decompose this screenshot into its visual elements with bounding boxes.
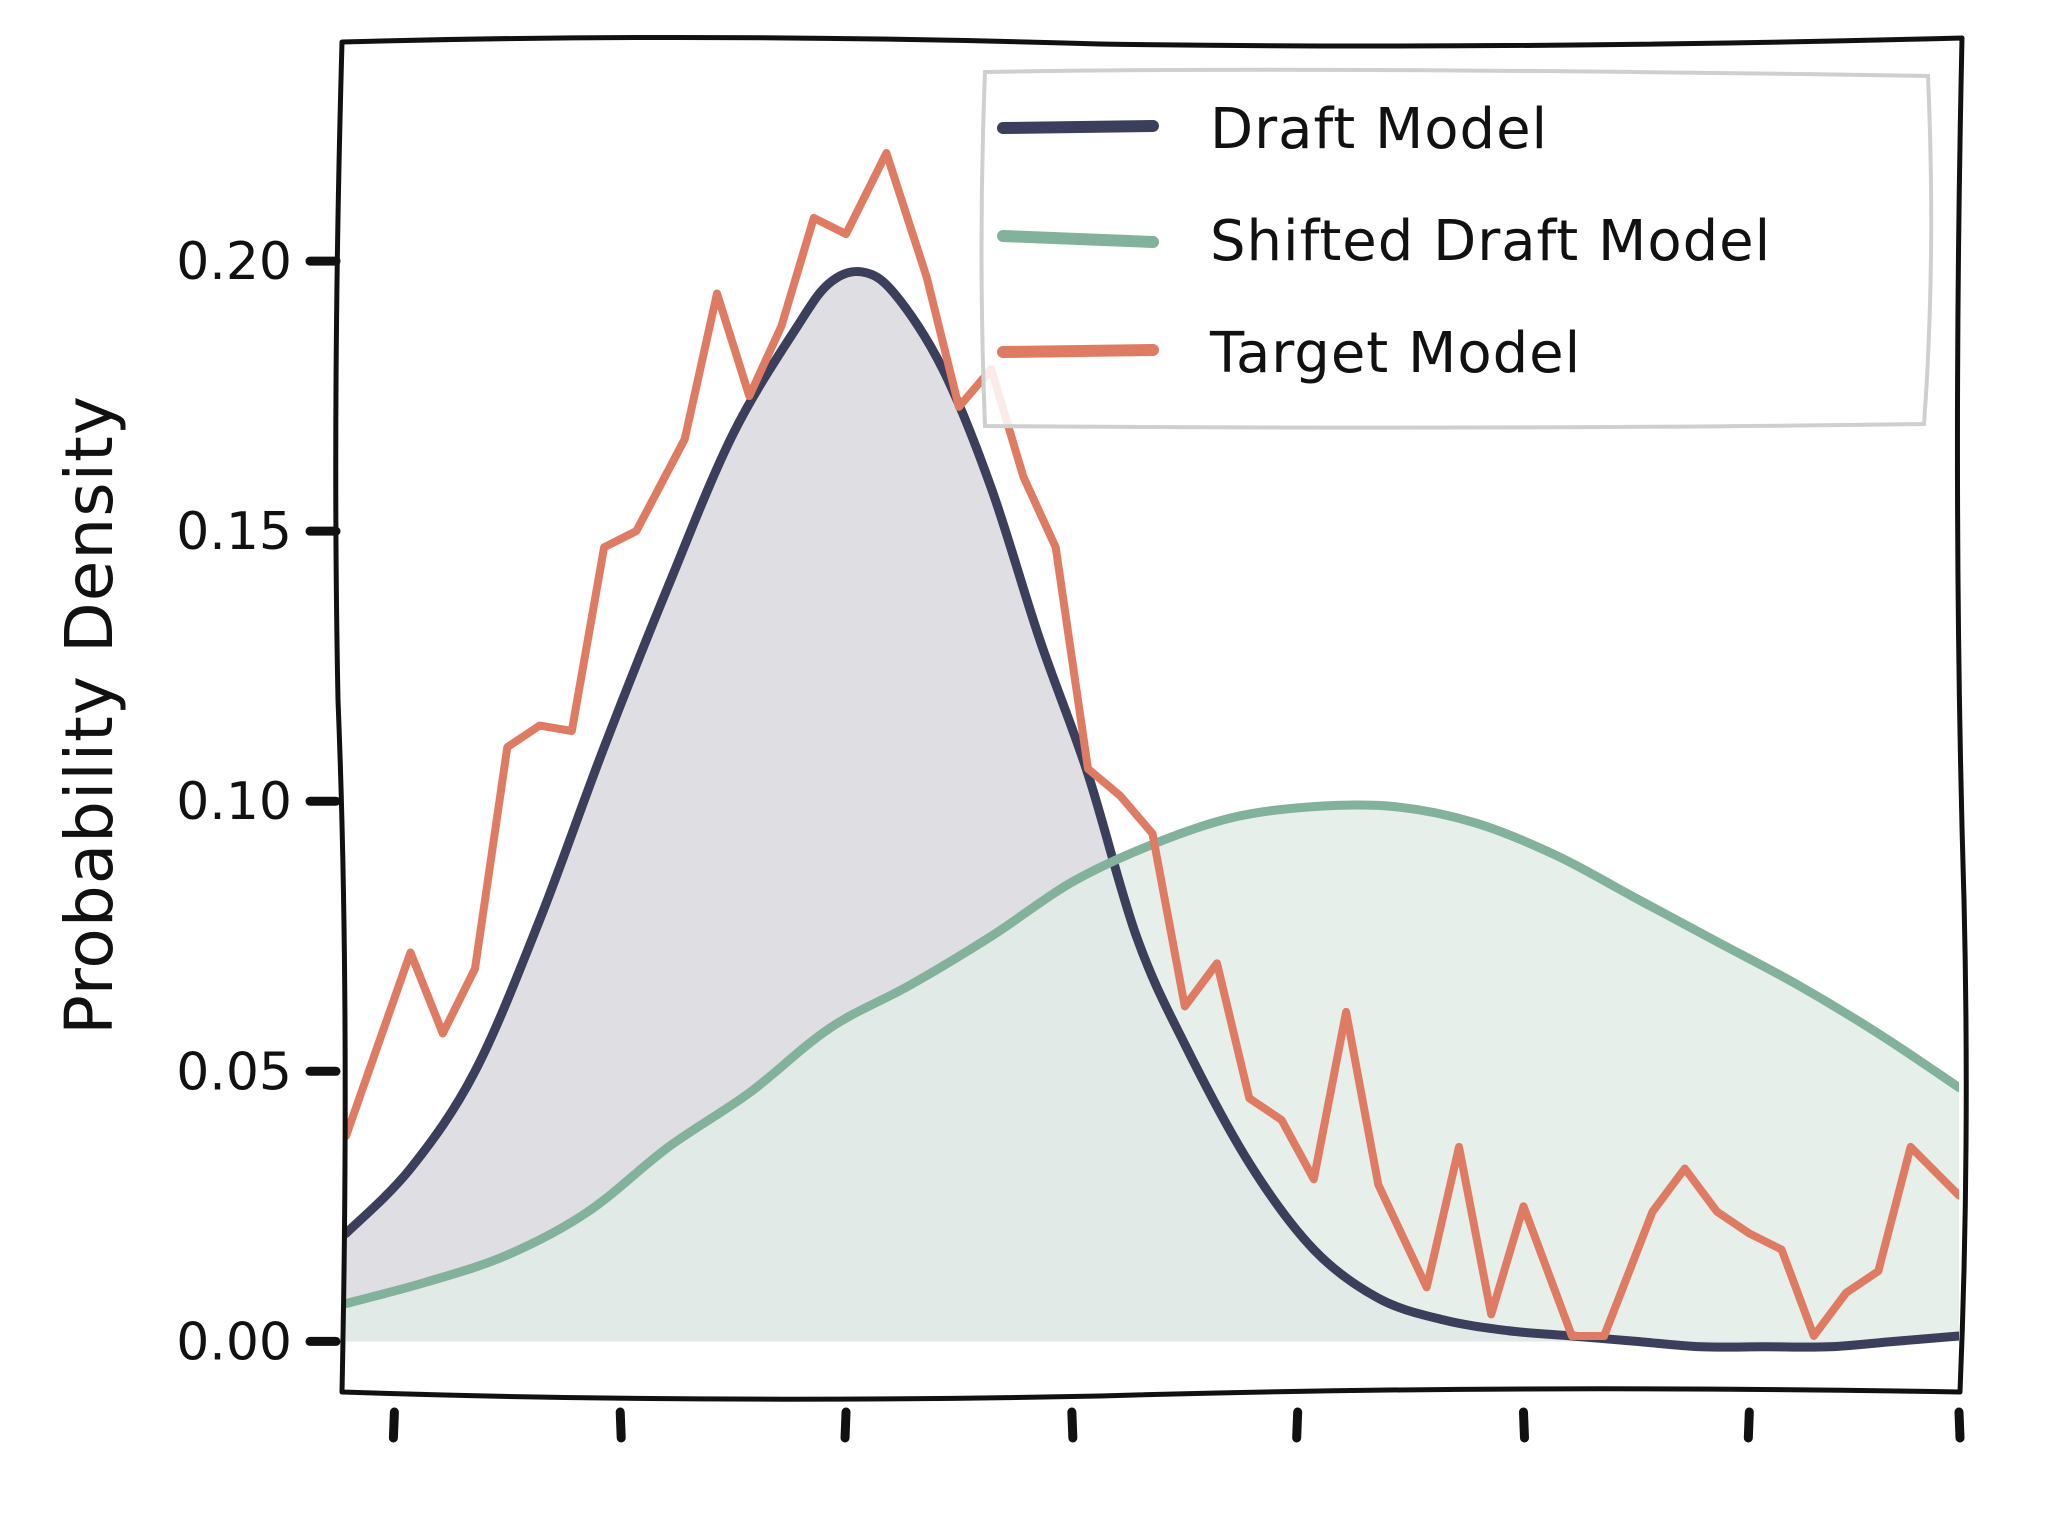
- x-tick-mark: [615, 1407, 626, 1443]
- y-axis: 0.00 0.05 0.10 0.15 0.20: [176, 232, 341, 1372]
- legend-frame: [979, 67, 1934, 430]
- series-fill-draft-model: [346, 271, 1959, 1348]
- series-fill-layer: [346, 271, 1959, 1348]
- y-tick-label: 0.05: [176, 1042, 292, 1102]
- series-fill-shifted-draft-model: [346, 804, 1959, 1342]
- legend-swatch-target-model: [997, 344, 1159, 358]
- legend-swatch-draft-model: [997, 120, 1159, 134]
- x-tick-mark: [1518, 1407, 1529, 1443]
- x-tick-mark: [1954, 1407, 1965, 1443]
- series-line-layer: [346, 149, 1959, 1352]
- legend-swatch-shifted-draft-model: [997, 230, 1159, 248]
- x-tick-mark: [1743, 1407, 1754, 1443]
- x-tick-mark: [840, 1407, 851, 1443]
- series-line-draft-model: [346, 266, 1959, 1352]
- y-tick-label: 0.10: [176, 772, 292, 832]
- legend: Draft Model Shifted Draft Model Target Mod…: [979, 67, 1934, 430]
- legend-label-target-model: Target Model: [1209, 321, 1581, 386]
- x-tick-mark: [1292, 1407, 1303, 1443]
- series-line-shifted-draft-model: [346, 800, 1959, 1309]
- y-axis-label: Probability Density: [51, 395, 128, 1035]
- x-axis: [388, 1407, 1965, 1443]
- y-tick-label: 0.20: [176, 232, 292, 292]
- x-tick-mark: [388, 1407, 399, 1443]
- plot-frame: [333, 34, 1969, 1402]
- series-line-target-model: [346, 149, 1959, 1340]
- y-tick-label: 0.00: [176, 1312, 292, 1372]
- y-tick-label: 0.15: [176, 502, 292, 562]
- legend-label-draft-model: Draft Model: [1210, 97, 1548, 162]
- legend-label-shifted-draft-model: Shifted Draft Model: [1210, 209, 1771, 274]
- x-tick-mark: [1067, 1407, 1078, 1443]
